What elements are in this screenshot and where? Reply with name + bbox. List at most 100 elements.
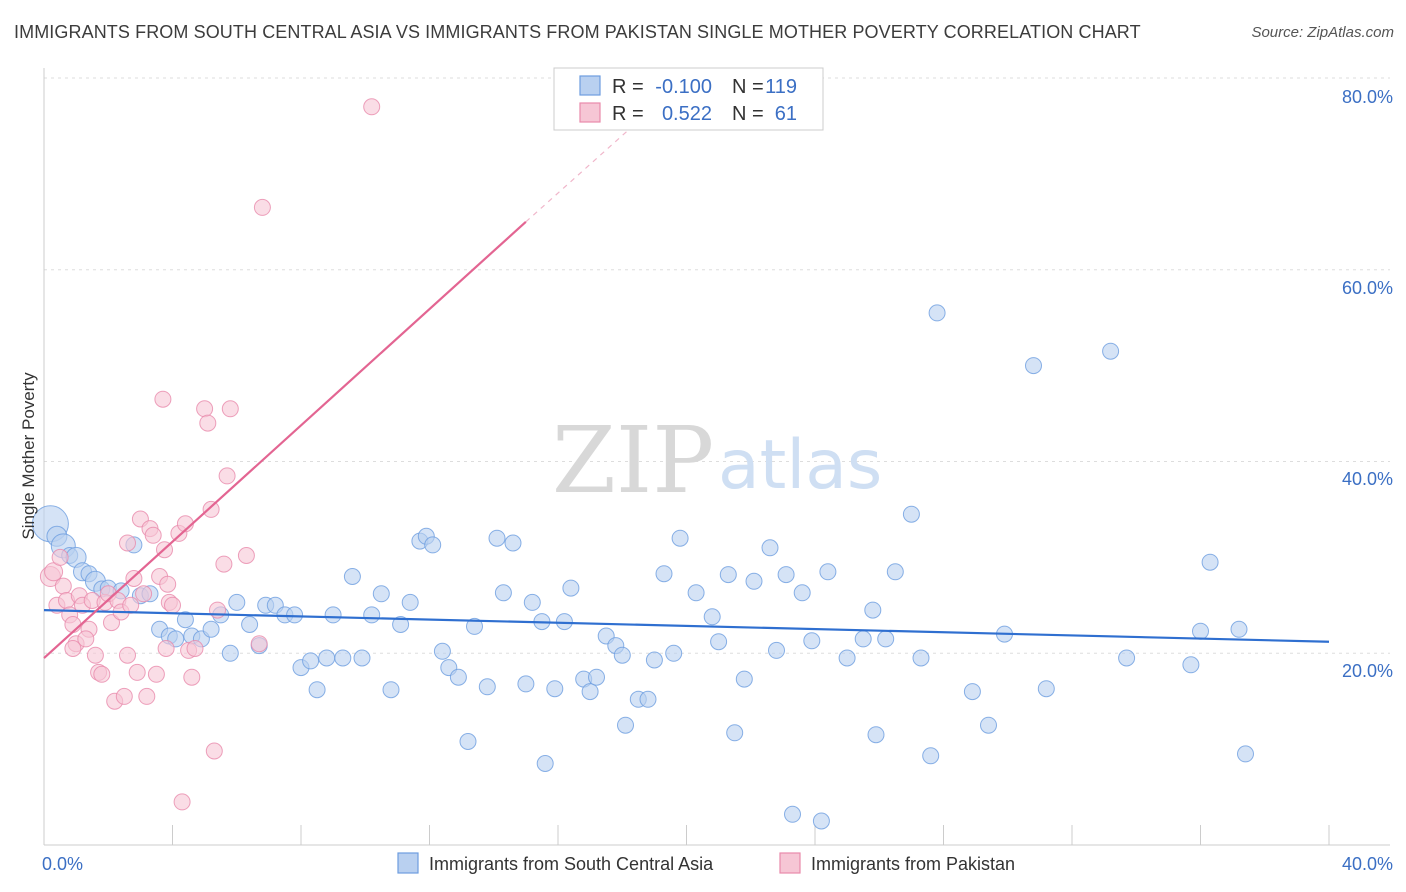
legend-n-label-2: N = (732, 103, 764, 125)
point-south-central-asia (1102, 342, 1120, 360)
point-south-central-asia (382, 681, 400, 699)
point-south-central-asia (308, 681, 326, 699)
point-south-central-asia (318, 649, 336, 667)
watermark-atlas: atlas (718, 426, 882, 505)
point-south-central-asia (812, 812, 830, 830)
y-tick-label-20: 20.0% (1342, 661, 1393, 681)
point-south-central-asia (562, 579, 580, 597)
legend-n-label-1: N = (732, 76, 764, 98)
point-south-central-asia (902, 505, 920, 523)
point-pakistan (196, 400, 214, 418)
point-south-central-asia (655, 565, 673, 583)
point-south-central-asia (494, 584, 512, 602)
point-south-central-asia (1201, 553, 1219, 571)
point-pakistan (183, 668, 201, 686)
point-pakistan (250, 635, 268, 653)
point-pakistan (144, 526, 162, 544)
point-south-central-asia (392, 616, 410, 633)
point-pakistan (218, 467, 236, 485)
point-south-central-asia (877, 630, 895, 648)
point-pakistan (77, 630, 95, 648)
point-pakistan (221, 400, 239, 418)
series-pakistan-points (39, 98, 381, 811)
point-pakistan (135, 585, 153, 603)
point-south-central-asia (286, 606, 304, 624)
legend-swatch-south-central-asia (579, 75, 601, 96)
point-south-central-asia (478, 678, 496, 696)
correlation-legend: R = -0.100 N = 119 R = 0.522 N = 61 (553, 67, 824, 131)
point-south-central-asia (803, 632, 821, 650)
point-pakistan (199, 414, 217, 432)
axes (43, 68, 1390, 846)
chart-title: IMMIGRANTS FROM SOUTH CENTRAL ASIA VS IM… (14, 22, 1141, 42)
point-south-central-asia (613, 646, 631, 664)
point-south-central-asia (922, 747, 940, 765)
point-south-central-asia (202, 620, 220, 638)
point-south-central-asia (488, 529, 506, 547)
point-south-central-asia (886, 563, 904, 581)
point-south-central-asia (768, 641, 785, 659)
point-south-central-asia (523, 593, 541, 611)
point-south-central-asia (324, 606, 342, 624)
point-south-central-asia (838, 649, 856, 667)
series-south-central-asia-points (31, 304, 1254, 830)
y-tick-label-80: 80.0% (1342, 87, 1393, 107)
point-south-central-asia (854, 630, 872, 648)
trend-line-pakistan-extension (525, 120, 639, 223)
point-pakistan (253, 198, 271, 216)
point-south-central-asia (1037, 680, 1055, 698)
point-south-central-asia (466, 617, 483, 635)
point-south-central-asia (745, 572, 763, 590)
trend-line-south-central-asia (43, 609, 1330, 643)
point-south-central-asia (504, 534, 522, 552)
point-south-central-asia (980, 716, 997, 734)
point-pakistan (64, 640, 82, 657)
legend-r-label-2: R = (612, 103, 644, 125)
point-south-central-asia (793, 584, 811, 602)
point-south-central-asia (735, 670, 753, 688)
point-south-central-asia (546, 680, 564, 698)
point-pakistan (128, 663, 146, 681)
point-south-central-asia (302, 652, 320, 670)
x-axis-ticks (172, 825, 1330, 845)
point-south-central-asia (401, 593, 419, 611)
point-south-central-asia (671, 529, 689, 547)
point-pakistan (119, 534, 136, 552)
point-pakistan (115, 687, 133, 705)
point-south-central-asia (459, 733, 477, 750)
series-legend-swatch-pakistan (779, 852, 801, 874)
point-south-central-asia (228, 593, 246, 611)
point-south-central-asia (1230, 620, 1248, 638)
point-south-central-asia (536, 755, 554, 772)
point-south-central-asia (963, 683, 981, 701)
watermark-zip: ZIP (552, 407, 714, 514)
y-axis-label: Single Mother Poverty (19, 372, 38, 540)
point-south-central-asia (645, 651, 663, 669)
point-south-central-asia (517, 675, 535, 693)
point-south-central-asia (555, 613, 573, 631)
y-tick-label-60: 60.0% (1342, 278, 1393, 298)
point-south-central-asia (777, 566, 795, 584)
point-pakistan (159, 575, 177, 593)
point-south-central-asia (424, 536, 442, 554)
point-south-central-asia (639, 690, 657, 708)
legend-r-value-1: -0.100 (655, 76, 712, 98)
point-south-central-asia (241, 616, 259, 633)
trend-lines (43, 120, 1330, 659)
series-legend: Immigrants from South Central Asia Immig… (397, 852, 1015, 874)
point-pakistan (173, 793, 191, 811)
point-pakistan (363, 98, 381, 116)
point-south-central-asia (449, 668, 467, 686)
point-south-central-asia (867, 726, 885, 744)
point-south-central-asia (1025, 357, 1042, 375)
series-legend-label-pakistan: Immigrants from Pakistan (811, 854, 1015, 874)
point-south-central-asia (665, 644, 683, 662)
point-pakistan (215, 555, 233, 573)
legend-r-label-1: R = (612, 76, 644, 98)
legend-n-value-1: 119 (765, 76, 797, 98)
point-south-central-asia (363, 606, 381, 624)
series-legend-swatch-south-central-asia (397, 852, 419, 874)
point-pakistan (122, 596, 140, 614)
point-south-central-asia (433, 642, 451, 660)
